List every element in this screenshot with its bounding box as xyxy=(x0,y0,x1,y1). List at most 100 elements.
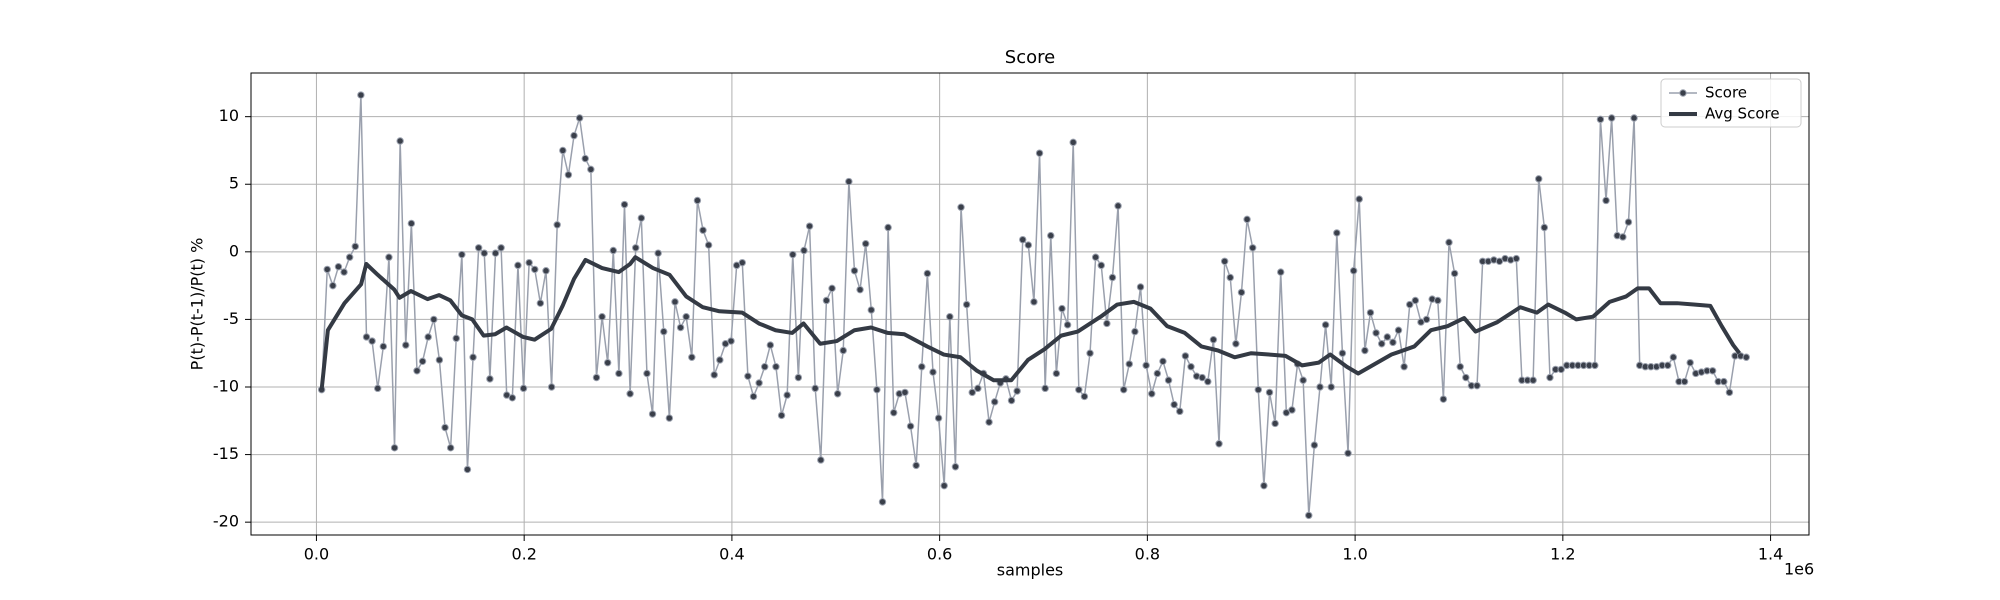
data-point xyxy=(407,219,416,228)
data-point xyxy=(974,384,982,393)
data-point xyxy=(755,379,763,387)
data-point xyxy=(1316,383,1324,391)
data-point xyxy=(906,422,915,430)
data-point xyxy=(463,465,472,474)
data-point xyxy=(1540,223,1549,232)
data-point xyxy=(446,444,455,452)
data-point xyxy=(396,137,404,145)
data-point xyxy=(749,392,758,401)
data-point xyxy=(351,242,359,251)
data-point xyxy=(637,214,646,222)
data-point xyxy=(676,323,685,332)
data-point xyxy=(514,261,522,270)
data-point xyxy=(845,177,853,186)
legend-marker xyxy=(1679,89,1687,97)
data-point xyxy=(688,353,696,361)
data-point xyxy=(1462,373,1470,382)
data-point xyxy=(374,384,382,393)
data-point xyxy=(531,265,539,274)
data-point xyxy=(811,384,819,393)
y-tick-label: -10 xyxy=(213,376,239,395)
data-point xyxy=(901,388,909,397)
data-point xyxy=(486,375,494,383)
data-point xyxy=(620,200,629,209)
data-point xyxy=(1013,387,1021,395)
data-point xyxy=(1164,376,1173,384)
data-point xyxy=(1243,215,1251,224)
data-point xyxy=(766,341,775,349)
data-point xyxy=(334,262,343,271)
data-point xyxy=(1035,149,1044,157)
data-point xyxy=(547,383,556,391)
data-point xyxy=(430,315,438,324)
legend-label: Avg Score xyxy=(1705,105,1780,123)
data-point xyxy=(805,222,814,230)
data-point xyxy=(508,394,517,402)
x-tick-label: 1.4 xyxy=(1758,545,1783,564)
data-point xyxy=(632,244,640,252)
data-point xyxy=(609,246,617,255)
data-point xyxy=(1159,357,1167,366)
data-point xyxy=(856,285,864,294)
data-point xyxy=(1400,363,1408,371)
x-tick-label: 0.2 xyxy=(511,545,536,564)
data-point xyxy=(1546,373,1554,382)
data-point xyxy=(1725,388,1734,397)
data-point xyxy=(1394,326,1403,334)
data-point xyxy=(592,373,601,382)
data-point xyxy=(1338,349,1347,357)
data-point xyxy=(1288,406,1296,414)
data-point xyxy=(491,249,500,257)
data-point xyxy=(929,368,937,376)
data-point xyxy=(435,356,444,364)
y-axis-label: P(t)-P(t-1)/P(t) % xyxy=(188,238,207,371)
data-point xyxy=(833,390,842,398)
data-point xyxy=(362,333,371,341)
y-tick-label: -15 xyxy=(213,444,239,463)
data-point xyxy=(660,327,668,336)
data-point xyxy=(598,313,606,321)
data-point xyxy=(379,342,388,351)
y-tick-label: 5 xyxy=(229,174,239,193)
data-point xyxy=(1260,481,1268,490)
data-point xyxy=(761,363,769,371)
data-point xyxy=(1142,361,1150,370)
data-point xyxy=(1377,340,1386,348)
data-point xyxy=(1209,335,1218,344)
data-point xyxy=(884,223,892,232)
data-point xyxy=(861,240,870,248)
data-point xyxy=(1619,233,1627,241)
data-point xyxy=(1445,238,1453,247)
data-point xyxy=(682,313,690,321)
data-point xyxy=(940,481,948,490)
x-tick-label: 1.2 xyxy=(1550,545,1575,564)
data-point xyxy=(1591,361,1599,370)
data-point xyxy=(946,313,954,321)
data-point xyxy=(912,461,920,470)
data-point xyxy=(603,358,612,367)
data-point xyxy=(615,369,623,378)
data-point xyxy=(1456,363,1464,371)
chart-title: Score xyxy=(1005,47,1055,68)
data-point xyxy=(772,363,780,371)
data-point xyxy=(357,91,365,99)
data-point xyxy=(704,241,713,249)
data-point xyxy=(1220,257,1229,265)
data-point xyxy=(1439,395,1448,403)
data-point xyxy=(1411,296,1420,305)
x-tick-label: 1.0 xyxy=(1342,545,1367,564)
data-point xyxy=(542,267,550,275)
data-point xyxy=(452,334,460,343)
data-point xyxy=(1131,327,1139,336)
data-point xyxy=(402,341,410,349)
data-point xyxy=(828,284,836,293)
data-point xyxy=(990,398,999,406)
x-offset-label: 1e6 xyxy=(1784,560,1814,579)
data-point xyxy=(1103,319,1111,328)
data-point xyxy=(1248,244,1257,252)
data-point xyxy=(1019,235,1027,244)
x-tick-label: 0.8 xyxy=(1135,545,1160,564)
data-point xyxy=(1153,369,1162,378)
data-point xyxy=(727,337,735,345)
data-point xyxy=(890,408,898,417)
